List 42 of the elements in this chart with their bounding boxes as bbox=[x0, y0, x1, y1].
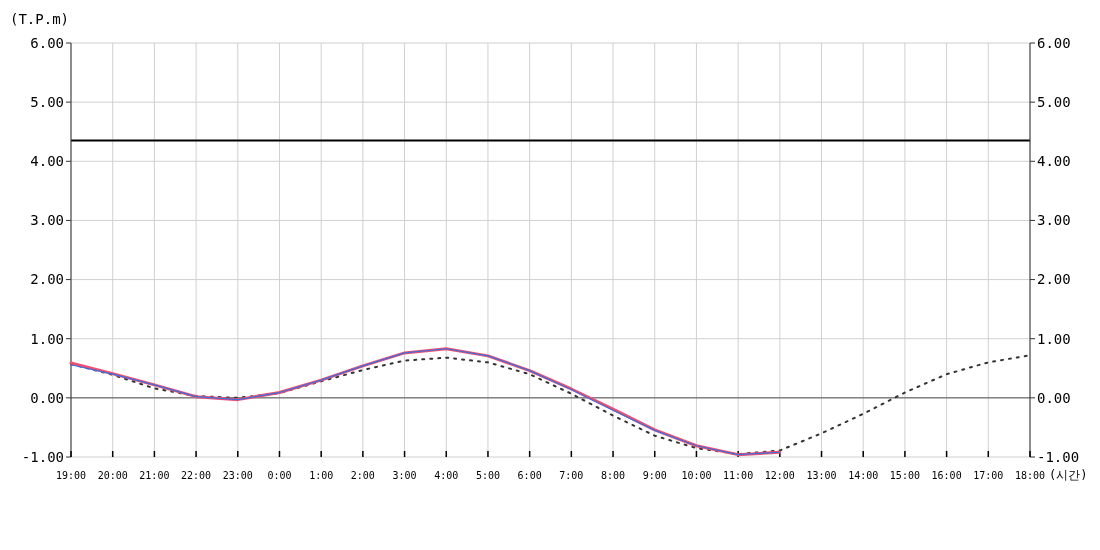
y-tick-label: -1.00 bbox=[21, 448, 64, 465]
x-tick-label: 15:00 bbox=[889, 470, 920, 481]
y-tick-label: 3.00 bbox=[30, 212, 64, 229]
y-tick-label: 2.00 bbox=[30, 271, 64, 288]
x-tick-label: 7:00 bbox=[559, 470, 584, 481]
y-tick-label: 0.00 bbox=[30, 389, 64, 406]
y-axis-title: (T.P.m) bbox=[10, 11, 70, 27]
x-tick-label: 20:00 bbox=[97, 470, 128, 481]
x-tick-label: 1:00 bbox=[309, 470, 334, 481]
y-tick-label: 1.00 bbox=[30, 330, 64, 347]
x-tick-label: 21:00 bbox=[139, 470, 170, 481]
y2-tick-label: 1.00 bbox=[1037, 330, 1071, 347]
x-tick-label: 3:00 bbox=[392, 470, 417, 481]
x-tick-label: 18:00 bbox=[1014, 470, 1046, 481]
y-tick-label: 5.00 bbox=[30, 94, 64, 111]
y2-tick-label: 2.00 bbox=[1037, 271, 1071, 288]
y2-tick-label: 0.00 bbox=[1037, 389, 1071, 406]
x-tick-label: 5:00 bbox=[475, 470, 500, 481]
y2-tick-label: 3.00 bbox=[1037, 212, 1071, 229]
x-tick-label: 8:00 bbox=[601, 470, 626, 481]
x-tick-label: 12:00 bbox=[764, 470, 795, 481]
x-tick-label: 10:00 bbox=[681, 470, 712, 481]
x-tick-label: 23:00 bbox=[222, 470, 253, 481]
x-axis-title: (시간) bbox=[1049, 468, 1088, 482]
x-tick-label: 22:00 bbox=[181, 470, 212, 481]
x-tick-label: 11:00 bbox=[723, 470, 754, 481]
x-tick-label: 6:00 bbox=[517, 470, 542, 481]
x-tick-label: 0:00 bbox=[267, 470, 292, 481]
x-tick-label: 4:00 bbox=[434, 470, 459, 481]
y2-tick-label: -1.00 bbox=[1037, 448, 1080, 465]
x-tick-label: 2:00 bbox=[350, 470, 375, 481]
x-tick-label: 19:00 bbox=[55, 470, 87, 481]
x-tick-label: 9:00 bbox=[642, 470, 667, 481]
x-tick-label: 17:00 bbox=[973, 470, 1004, 481]
y2-tick-label: 4.00 bbox=[1037, 153, 1071, 170]
x-tick-label: 13:00 bbox=[806, 470, 837, 481]
y2-tick-label: 5.00 bbox=[1037, 94, 1071, 111]
y2-tick-label: 6.00 bbox=[1037, 34, 1071, 51]
y-tick-label: 6.00 bbox=[30, 34, 64, 51]
y-tick-label: 4.00 bbox=[30, 153, 64, 170]
x-tick-label: 16:00 bbox=[931, 470, 962, 481]
x-tick-label: 14:00 bbox=[848, 470, 879, 481]
